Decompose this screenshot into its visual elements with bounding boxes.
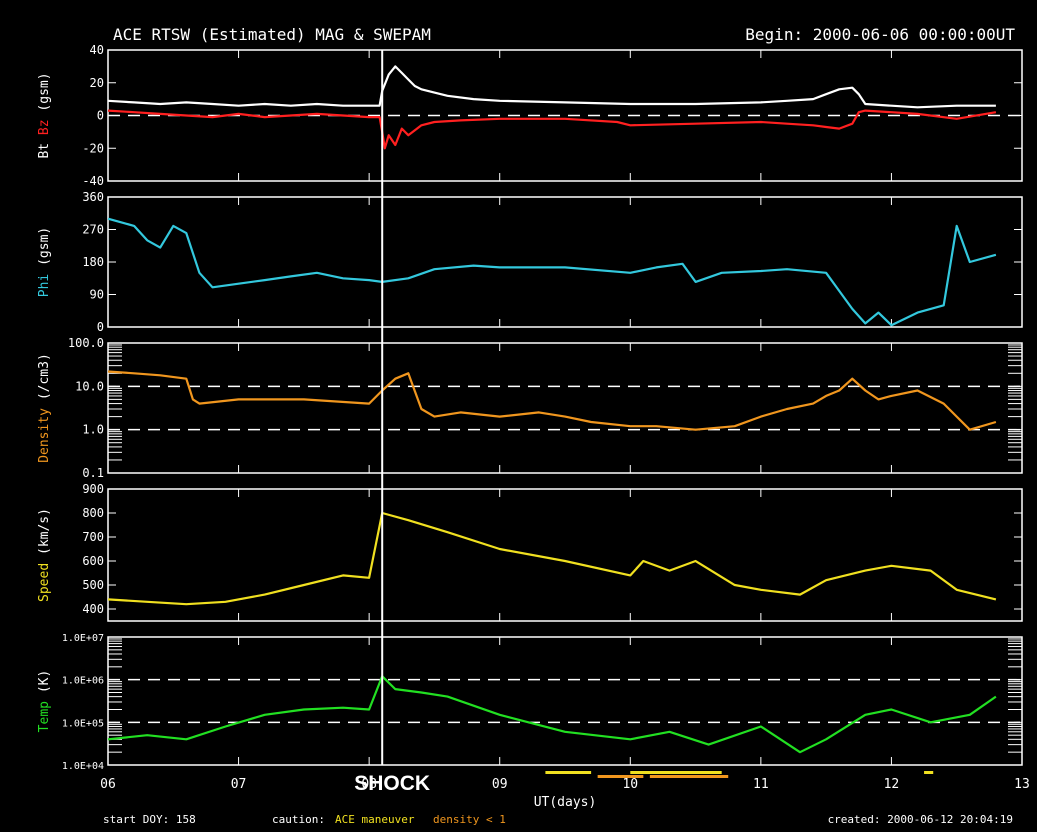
ytick-label-temp: 1.0E+06 (62, 676, 104, 687)
xtick-label: 07 (231, 777, 247, 792)
ylabel-part-temp: (K) (37, 670, 52, 701)
ytick-label-speed: 600 (82, 554, 104, 568)
start-doy: start DOY: 158 (103, 813, 196, 826)
x-axis: 06 07 08 09 10 11 12 13 (100, 777, 1030, 792)
ylabel-density: Density (/cm3) (37, 353, 52, 463)
caution-density: density < 1 (433, 813, 506, 826)
ytick-label-phi: 180 (82, 255, 104, 269)
created-time: created: 2000-06-12 20:04:19 (828, 813, 1013, 826)
ytick-label-density: 0.1 (82, 466, 104, 480)
ytick-label-temp: 1.0E+05 (62, 718, 104, 729)
ylabel-part-temp: Temp (37, 701, 52, 732)
ytick-label-density: 100.0 (68, 336, 104, 350)
maneuver-flag (630, 771, 722, 774)
ytick-label-phi: 360 (82, 190, 104, 204)
ytick-label-speed: 900 (82, 482, 104, 496)
xtick-label: 12 (884, 777, 900, 792)
ytick-label-speed: 500 (82, 578, 104, 592)
ylabel-part-speed: (km/s) (37, 508, 52, 563)
ylabel-part-mag: (gsm) (37, 72, 52, 119)
series-density (107, 370, 997, 431)
series-temp (107, 675, 997, 754)
xtick-label: 10 (622, 777, 638, 792)
ylabel-temp: Temp (K) (37, 670, 52, 733)
caution-maneuver: ACE maneuver (335, 813, 415, 826)
ytick-label-temp: 1.0E+07 (62, 633, 104, 644)
series-bt (107, 65, 996, 109)
panel-frame-temp (107, 636, 1023, 766)
density-flag (649, 775, 729, 778)
maneuver-flag (924, 771, 934, 774)
maneuver-flag (545, 771, 592, 774)
xtick-label: 09 (492, 777, 508, 792)
ytick-label-speed: 700 (82, 530, 104, 544)
series-phi (107, 217, 997, 327)
ytick-label-density: 10.0 (75, 379, 104, 393)
ytick-label-density: 1.0 (82, 423, 104, 437)
ylabel-part-density: (/cm3) (37, 353, 52, 408)
ytick-label-mag: -20 (82, 141, 104, 155)
chart-title: ACE RTSW (Estimated) MAG & SWEPAM (113, 25, 431, 44)
series-speed (107, 511, 997, 606)
ytick-label-mag: -40 (82, 174, 104, 188)
panel-frame-speed (107, 488, 1023, 622)
ylabel-part-phi: Phi (37, 274, 52, 297)
ytick-label-speed: 400 (82, 602, 104, 616)
xtick-label: 08 (361, 777, 377, 792)
xtick-label: 06 (100, 777, 116, 792)
ylabel-mag: Bt Bz (gsm) (37, 72, 52, 158)
ylabel-part-phi: (gsm) (37, 227, 52, 274)
ytick-label-phi: 0 (97, 320, 104, 334)
ytick-label-phi: 270 (82, 223, 104, 237)
ytick-label-mag: 20 (90, 76, 104, 90)
begin-time: Begin: 2000-06-06 00:00:00UT (745, 25, 1015, 44)
density-flag (597, 775, 644, 778)
xtick-label: 11 (753, 777, 769, 792)
series-bz (107, 109, 997, 150)
x-axis-label: UT(days) (534, 795, 597, 810)
ylabel-part-speed: Speed (37, 563, 52, 602)
ytick-label-phi: 90 (90, 288, 104, 302)
ytick-label-mag: 0 (97, 109, 104, 123)
ylabel-part-density: Density (37, 408, 52, 463)
ylabel-phi: Phi (gsm) (37, 227, 52, 297)
ylabel-part-mag: Bz (37, 119, 52, 142)
ylabel-part-mag: Bt (37, 143, 52, 159)
panel-frame-density (107, 342, 1023, 474)
shock-label: SHOCK (354, 772, 430, 795)
ytick-label-temp: 1.0E+04 (62, 761, 104, 772)
ytick-label-mag: 40 (90, 43, 104, 57)
ytick-label-speed: 800 (82, 506, 104, 520)
caution-label: caution: (272, 813, 325, 826)
xtick-label: 13 (1014, 777, 1030, 792)
caution-flags (545, 771, 934, 778)
ylabel-speed: Speed (km/s) (37, 508, 52, 602)
